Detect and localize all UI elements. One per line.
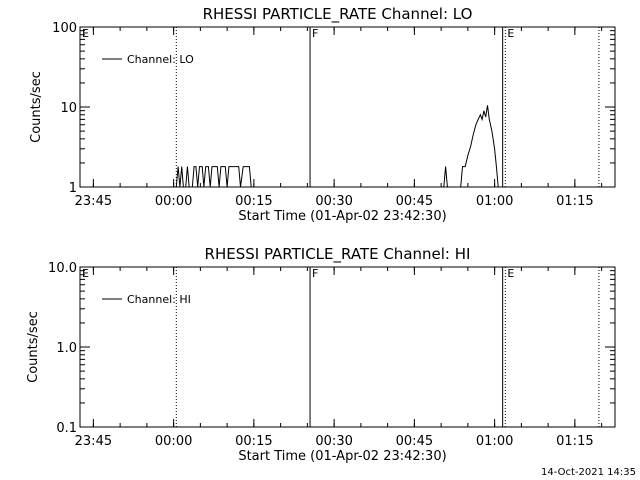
chart-1-segment-marker-label: E (82, 27, 89, 40)
chart-1-x-tick-label: 00:30 (315, 194, 352, 209)
chart-2-x-tick-label: 00:45 (396, 434, 433, 449)
chart-1-series-line (175, 166, 252, 188)
chart-1-x-tick-label: 01:15 (556, 194, 593, 209)
chart-1-x-tick-label: 23:45 (75, 194, 112, 209)
chart-1-x-tick-label: 00:15 (235, 194, 272, 209)
chart-2-legend-label: Channel: HI (127, 293, 191, 306)
chart-1-segment-marker-label: E (507, 27, 514, 40)
chart-1-y-axis-label: Counts/sec (29, 71, 44, 143)
chart-1-y-tick-label: 1 (69, 181, 77, 196)
chart-2-x-axis-label: Start Time (01-Apr-02 23:42:30) (238, 449, 446, 464)
chart-1-segment-marker-label: F (312, 27, 318, 40)
chart-1-x-tick-label: 00:45 (396, 194, 433, 209)
chart-1-x-tick-label: 00:00 (155, 194, 192, 209)
chart-2-y-tick-label: 0.1 (56, 421, 77, 436)
chart-2-x-tick-label: 01:00 (476, 434, 513, 449)
chart-2-y-tick-label: 10.0 (48, 261, 77, 276)
chart-2-x-tick-label: 00:00 (155, 434, 192, 449)
chart-2-x-tick-label: 00:15 (235, 434, 272, 449)
chart-2-x-tick-label: 01:15 (556, 434, 593, 449)
chart-2-y-axis-label: Counts/sec (26, 311, 41, 383)
chart-1-legend-label: Channel: LO (127, 53, 194, 66)
chart-1-y-tick-label: 10 (60, 101, 77, 116)
chart-2-segment-marker-label: F (312, 267, 318, 280)
chart-2-x-tick-label: 00:30 (315, 434, 352, 449)
timestamp: 14-Oct-2021 14:35 (541, 467, 636, 478)
chart-2-y-tick-label: 1.0 (56, 341, 77, 356)
chart-2-segment-marker-label: E (507, 267, 514, 280)
chart-1-series-line (443, 105, 499, 188)
chart-2-segment-marker-label: E (82, 267, 89, 280)
chart-2-x-tick-label: 23:45 (75, 434, 112, 449)
chart-2-plot-frame (79, 266, 616, 428)
chart-1-y-tick-label: 100 (52, 21, 77, 36)
chart-1-title: RHESSI PARTICLE_RATE Channel: LO (203, 5, 473, 24)
chart-1-plot-frame (79, 26, 616, 188)
chart-2-title: RHESSI PARTICLE_RATE Channel: HI (205, 245, 471, 264)
chart-1-x-tick-label: 01:00 (476, 194, 513, 209)
chart-1-x-axis-label: Start Time (01-Apr-02 23:42:30) (238, 209, 446, 224)
